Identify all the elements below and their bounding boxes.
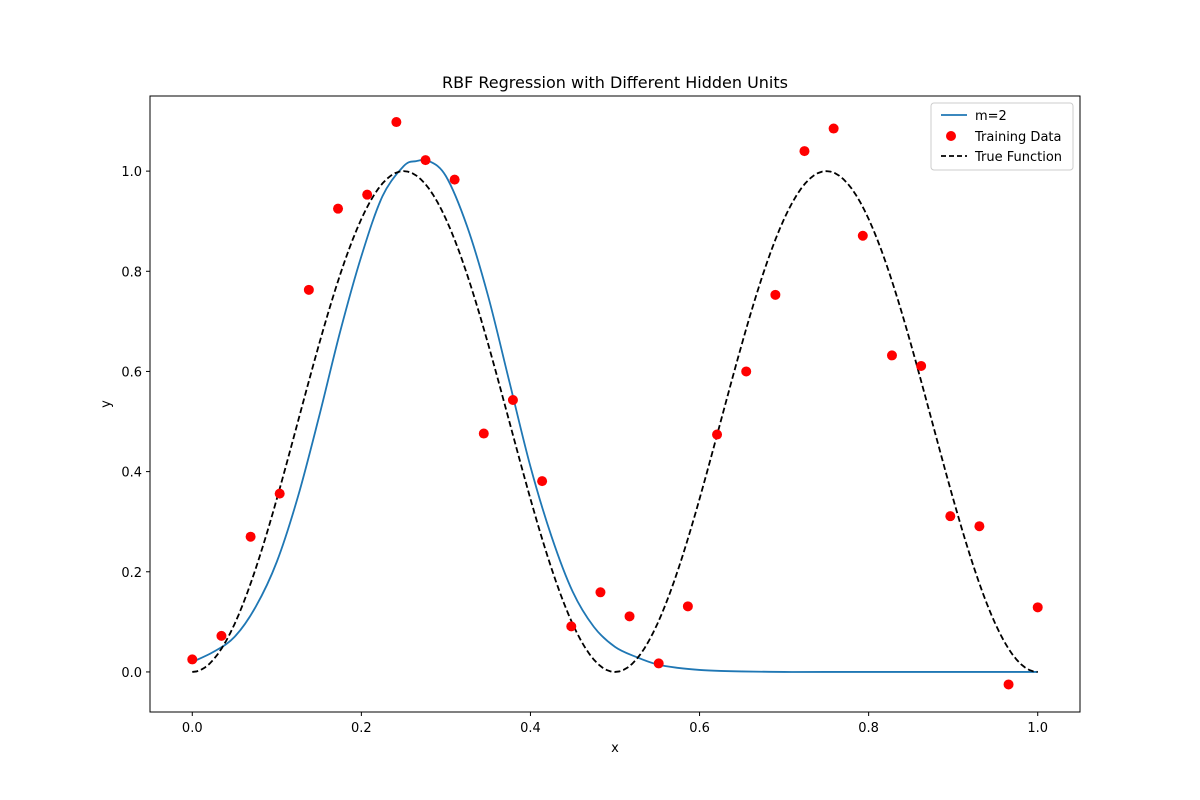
training-data-point [333,203,344,214]
legend-label-m2: m=2 [975,109,1007,124]
training-data-point [886,350,897,361]
y-axis: 0.0 0.2 0.4 0.6 0.8 1.0 [121,165,150,681]
training-data-point [1032,602,1043,613]
y-tick-label: 0.6 [121,365,142,380]
training-data-point [216,630,227,641]
training-data-point [741,366,752,377]
training-data-point [391,117,402,128]
series-line-true-function [192,170,1038,673]
y-tick-label: 0.0 [121,666,142,681]
series-line-m2 [191,158,1038,673]
x-tick-label: 0.2 [351,721,372,736]
training-data-point [362,189,373,200]
plot-frame [149,95,1081,713]
training-data-point [828,123,839,134]
x-axis: 0.0 0.2 0.4 0.6 0.8 1.0 [182,712,1048,736]
y-axis-label: y [99,400,114,408]
training-data-point [712,429,723,440]
x-tick-label: 0.8 [858,721,879,736]
training-data-point [187,654,198,665]
y-tick-label: 0.2 [121,566,142,581]
legend: m=2 Training Data True Function [930,102,1074,171]
x-tick-label: 0.4 [520,721,541,736]
plot-area [187,117,1043,690]
training-data-point [1003,679,1014,690]
training-data-point [624,611,635,622]
training-data-point [916,360,927,371]
x-tick-label: 0.0 [182,721,203,736]
legend-swatch-training-data [946,131,956,141]
training-data-point [974,521,985,532]
training-data-point [595,587,606,598]
chart-title: RBF Regression with Different Hidden Uni… [442,73,788,92]
training-data-point [274,488,285,499]
training-data-point [478,428,489,439]
y-tick-label: 0.4 [121,466,142,481]
training-data-point [420,155,431,166]
y-tick-label: 1.0 [121,165,142,180]
training-data-point [945,511,956,522]
legend-label-true-function: True Function [974,150,1062,165]
legend-label-training-data: Training Data [974,130,1061,145]
training-data-point [507,394,518,405]
y-tick-label: 0.8 [121,265,142,280]
training-data-point [537,476,548,487]
training-data-point [566,621,577,632]
x-axis-label: x [611,741,619,756]
training-data-point [449,174,460,185]
training-data-point [245,531,256,542]
x-tick-label: 1.0 [1027,721,1048,736]
training-data-point [799,146,810,157]
training-data-point [770,289,781,300]
x-tick-label: 0.6 [689,721,710,736]
training-data-point [682,601,693,612]
training-data-point [303,284,314,295]
legend-box [930,102,1074,171]
training-data-point [653,658,664,669]
training-data-point [857,230,868,241]
